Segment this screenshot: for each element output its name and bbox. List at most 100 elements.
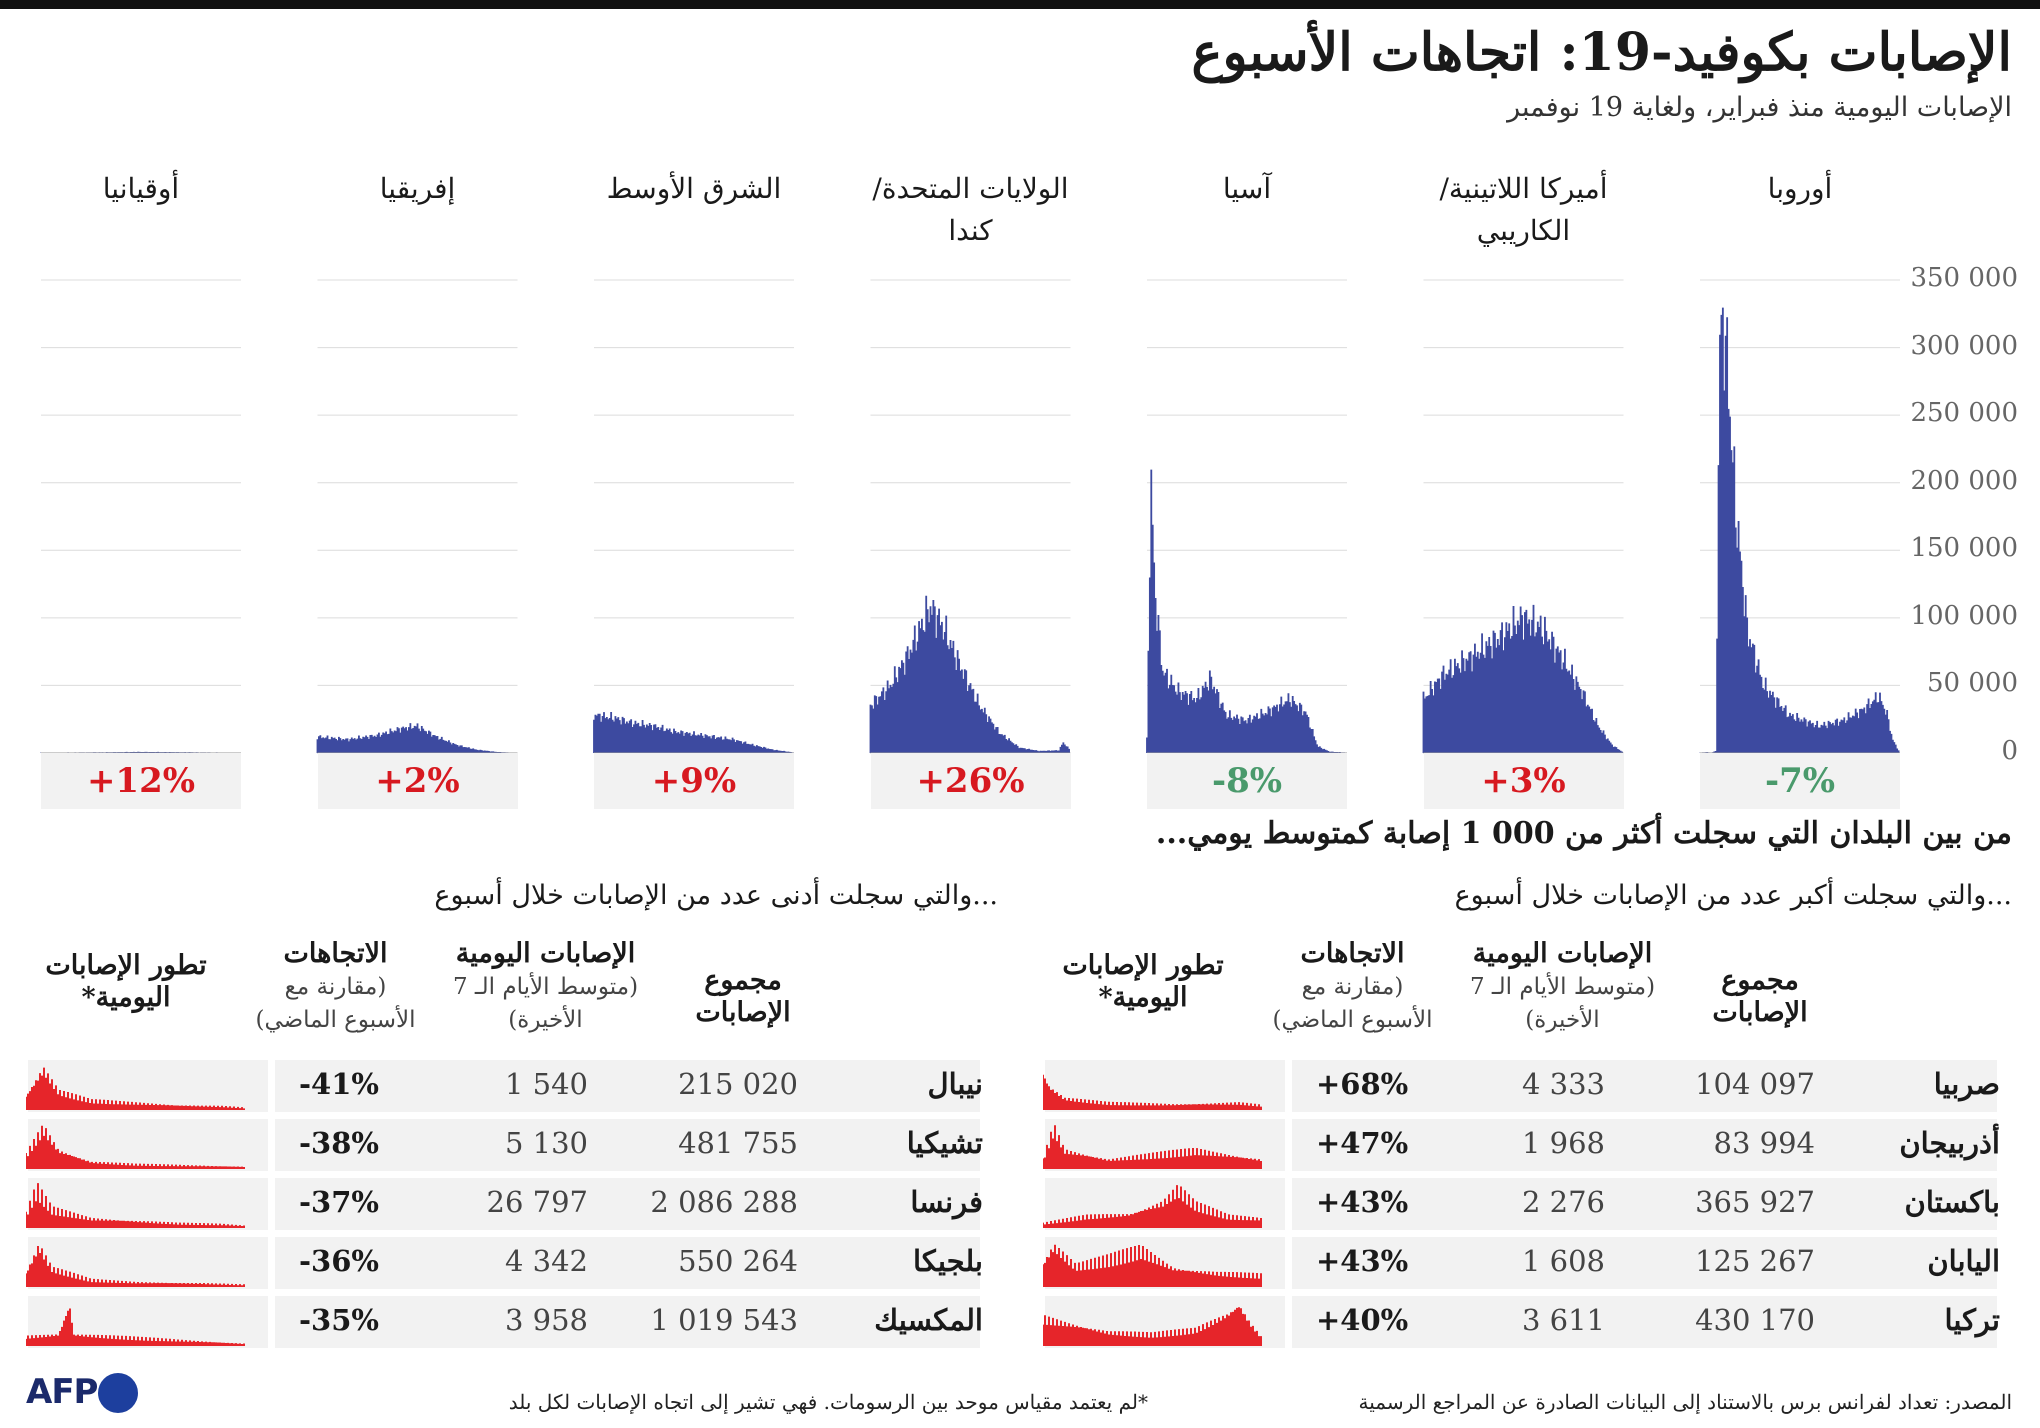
country-name: فرنسا <box>910 1185 983 1219</box>
series-bars <box>593 712 794 753</box>
row-band-left <box>1292 1178 1997 1230</box>
header-trend: الاتجاهات (مقارنة مع الأسبوع الماضي) <box>1272 938 1433 1033</box>
total-cases: 481 755 <box>678 1126 798 1160</box>
region-panel <box>40 279 241 754</box>
trend-badge: +12% <box>41 753 241 809</box>
series-bars <box>316 723 517 753</box>
trend-value: +43% <box>1316 1244 1409 1278</box>
daily-cases: 3 611 <box>1521 1303 1605 1337</box>
series-bars <box>869 595 1070 753</box>
trend-value: -38% <box>299 1126 379 1160</box>
right-table-subheading: ...والتي سجلت أكبر عدد من الإصابات خلال … <box>1454 880 2012 911</box>
region-label: الولايات المتحدة/ كندا <box>872 172 1069 247</box>
region-panel <box>869 279 1071 754</box>
total-cases: 365 927 <box>1695 1185 1815 1219</box>
y-tick-label: 0 <box>2001 736 2018 766</box>
trend-badge: +3% <box>1423 753 1624 809</box>
sparkline-bars <box>1043 1125 1262 1169</box>
trend-value: -37% <box>299 1185 379 1219</box>
region-label: الشرق الأوسط <box>606 172 782 205</box>
daily-cases: 1 968 <box>1521 1126 1605 1160</box>
region-panel <box>1699 279 1900 754</box>
row-band-left <box>1292 1119 1997 1171</box>
total-cases: 430 170 <box>1695 1303 1815 1337</box>
region-panel <box>1146 279 1347 754</box>
sparkline-bars <box>26 1246 245 1287</box>
row-band-left <box>275 1178 980 1230</box>
region-label: إفريقيا <box>379 172 456 205</box>
daily-cases: 5 130 <box>504 1126 588 1160</box>
header-evolution: تطور الإصابات اليومية* <box>45 950 207 1013</box>
y-tick-label: 100 000 <box>1910 600 2018 631</box>
sparkline-bars <box>1043 1074 1262 1110</box>
sparkline-bars <box>26 1308 245 1346</box>
section-heading: من بين البلدان التي سجلت أكثر من 000 1 إ… <box>1155 816 2012 851</box>
country-name: تشيكيا <box>906 1126 983 1160</box>
sparkline <box>1043 1125 1262 1169</box>
header-evolution: تطور الإصابات اليومية* <box>1062 950 1224 1013</box>
sparkline <box>26 1246 245 1287</box>
trend-badge: +2% <box>317 753 518 809</box>
trend-value: +43% <box>1316 1185 1409 1219</box>
regions-chart <box>40 279 1900 754</box>
total-cases: 1 019 543 <box>650 1303 798 1337</box>
row-band-left <box>1292 1237 1997 1289</box>
sparkline <box>26 1308 245 1346</box>
country-name: باكستان <box>1904 1185 2000 1219</box>
region-panel <box>593 279 794 754</box>
y-tick-label: 150 000 <box>1910 533 2018 564</box>
series-bars <box>1146 469 1347 753</box>
row-band-left <box>275 1237 980 1289</box>
afp-logo-dot <box>98 1373 138 1413</box>
sparkline-bars <box>1043 1244 1262 1287</box>
total-cases: 550 264 <box>678 1244 798 1278</box>
header-daily: الإصابات اليومية (متوسط الأيام الـ 7 الأخ… <box>452 938 639 1033</box>
trend-badge: -8% <box>1147 753 1347 809</box>
country-name: أذربيجان <box>1899 1126 2000 1160</box>
header-daily: الإصابات اليومية (متوسط الأيام الـ 7 الأخ… <box>1469 938 1656 1033</box>
total-cases: 104 097 <box>1695 1067 1815 1101</box>
trend-badge: -7% <box>1700 753 1900 809</box>
region-label: أميركا اللاتينية/ الكاريبي <box>1439 172 1608 247</box>
row-band-left <box>1292 1060 1997 1112</box>
total-cases: 2 086 288 <box>650 1185 798 1219</box>
trend-value: +68% <box>1316 1067 1409 1101</box>
sparkline-bars <box>26 1125 245 1169</box>
trend-badge: +9% <box>594 753 794 809</box>
region-label: أوقيانيا <box>102 172 180 205</box>
sparkline-bars <box>26 1067 245 1110</box>
trend-badge: +26% <box>870 753 1071 809</box>
y-tick-label: 350 000 <box>1910 263 2018 293</box>
top-rule <box>0 0 2040 9</box>
sparkline <box>26 1067 245 1110</box>
country-name: المكسيك <box>874 1303 983 1337</box>
region-panel <box>1422 279 1624 754</box>
total-cases: 215 020 <box>678 1067 798 1101</box>
region-label: أوروبا <box>1767 172 1833 205</box>
trend-value: +40% <box>1316 1303 1409 1337</box>
sparkline <box>1043 1074 1262 1110</box>
y-tick-label: 50 000 <box>1927 668 2018 699</box>
row-band-left <box>275 1119 980 1171</box>
page-title: الإصابات بكوفيد-19: اتجاهات الأسبوع <box>1191 22 2012 83</box>
sparkline <box>1043 1185 1262 1228</box>
country-name: اليابان <box>1927 1244 2000 1278</box>
sparkline <box>1043 1244 1262 1287</box>
trend-value: -36% <box>299 1244 379 1278</box>
daily-cases: 4 342 <box>504 1244 588 1278</box>
row-band-left <box>275 1296 980 1348</box>
sparkline <box>26 1183 245 1228</box>
series-bars <box>1699 307 1900 753</box>
footnote: *لم يعتمد مقياس موحد بين الرسومات. فهي ت… <box>508 1390 1148 1414</box>
country-name: صربيا <box>1933 1067 2000 1101</box>
country-name: تركيا <box>1944 1303 2000 1337</box>
trend-value: -41% <box>299 1067 379 1101</box>
y-tick-label: 250 000 <box>1910 398 2018 429</box>
daily-cases: 1 540 <box>504 1067 588 1101</box>
daily-cases: 26 797 <box>486 1185 588 1219</box>
sparkline-bars <box>1043 1307 1262 1346</box>
daily-cases: 3 958 <box>504 1303 588 1337</box>
source-note: المصدر: تعداد لفرانس برس بالاستناد إلى ا… <box>1358 1390 2012 1414</box>
daily-cases: 4 333 <box>1521 1067 1605 1101</box>
sparkline-bars <box>1043 1185 1262 1228</box>
